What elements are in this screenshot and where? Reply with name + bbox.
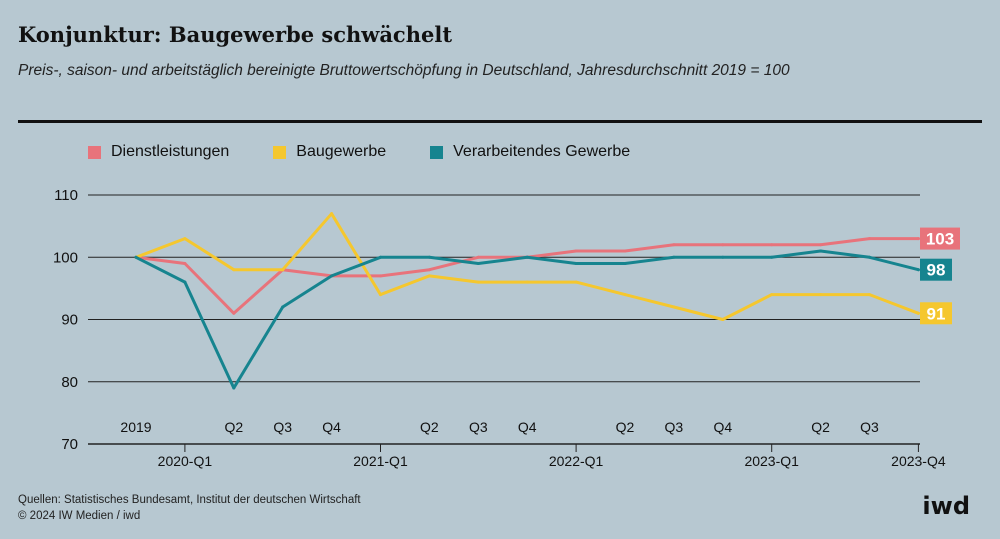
y-tick-label-80: 80 <box>61 374 78 391</box>
data-point-2-14 <box>819 249 823 253</box>
x-tick-label-upper-7: Q3 <box>469 419 488 435</box>
x-tick-label-upper-3: Q3 <box>273 419 292 435</box>
data-point-1-14 <box>819 293 823 297</box>
data-point-2-5 <box>379 255 382 259</box>
data-point-1-6 <box>427 274 431 278</box>
data-point-1-15 <box>868 293 871 297</box>
x-tick-label-upper-0: 2019 <box>120 419 151 435</box>
legend-label-baugewerbe: Baugewerbe <box>296 143 387 160</box>
data-point-2-6 <box>427 255 431 259</box>
x-tick-label-upper-14: Q2 <box>811 419 830 435</box>
data-point-2-16 <box>916 268 920 272</box>
legend-label-verarbeitendes-gewerbe: Verarbeitendes Gewerbe <box>453 143 631 160</box>
x-tick-label-upper-8: Q4 <box>518 419 537 435</box>
legend-swatch-dienstleistungen <box>88 145 101 159</box>
series-line-1 <box>134 212 920 321</box>
data-point-1-7 <box>476 280 480 284</box>
data-point-2-9 <box>574 261 578 265</box>
legend-item-verarbeitendes-gewerbe: Verarbeitendes Gewerbe <box>430 143 630 161</box>
end-label-box-2 <box>920 258 952 281</box>
data-point-1-8 <box>525 280 529 284</box>
end-label-box-1 <box>920 302 952 325</box>
data-point-2-13 <box>770 255 774 259</box>
data-point-2-15 <box>868 255 871 259</box>
x-tick-label-lower-9: 2022-Q1 <box>549 453 604 469</box>
data-point-2-7 <box>476 261 480 265</box>
data-point-0-1 <box>183 261 187 265</box>
data-point-0-6 <box>427 268 431 272</box>
end-label-box-0 <box>920 227 960 250</box>
y-tick-label-70: 70 <box>61 436 78 453</box>
footer-copyright: © 2024 IW Medien / iwd <box>18 510 141 522</box>
x-tick-label-lower-5: 2021-Q1 <box>353 453 408 469</box>
data-point-0-12 <box>721 243 725 247</box>
title-divider <box>18 120 982 123</box>
data-point-1-13 <box>770 293 774 297</box>
y-tick-label-100: 100 <box>53 249 78 266</box>
x-tick-label-upper-6: Q2 <box>420 419 439 435</box>
chart-title: Konjunktur: Baugewerbe schwächelt <box>18 22 453 47</box>
x-tick-label-upper-2: Q2 <box>224 419 243 435</box>
data-point-2-8 <box>525 255 529 259</box>
x-tick-label-upper-10: Q2 <box>616 419 635 435</box>
data-point-1-9 <box>574 280 578 284</box>
legend-swatch-baugewerbe <box>273 145 287 159</box>
footer-sources: Quellen: Statistisches Bundesamt, Instit… <box>18 494 361 506</box>
data-point-0-2 <box>232 311 236 315</box>
x-tick-label-lower-1: 2020-Q1 <box>158 453 213 469</box>
data-point-2-1 <box>183 280 187 284</box>
data-point-1-12 <box>721 318 725 321</box>
data-point-1-3 <box>281 268 285 272</box>
data-point-0-16 <box>916 237 920 241</box>
x-tick-label-lower-13: 2023-Q1 <box>744 453 799 469</box>
data-point-0-13 <box>770 243 774 247</box>
chart-subtitle: Preis-, saison- und arbeitstäglich berei… <box>18 62 790 79</box>
end-label-2: 98 <box>927 261 946 280</box>
legend: Dienstleistungen Baugewerbe Verarbeitend… <box>88 143 630 161</box>
data-point-0-10 <box>623 249 627 253</box>
legend-item-dienstleistungen: Dienstleistungen <box>88 143 229 161</box>
series-line-0 <box>134 237 920 315</box>
data-point-1-4 <box>330 212 334 216</box>
x-tick-label-upper-15: Q3 <box>860 419 879 435</box>
end-label-1: 91 <box>927 304 946 323</box>
data-point-2-2 <box>232 386 236 390</box>
legend-swatch-verarbeitendes-gewerbe <box>430 145 444 159</box>
data-point-1-11 <box>672 305 676 309</box>
footer: Quellen: Statistisches Bundesamt, Instit… <box>18 492 361 524</box>
x-tick-label-upper-12: Q4 <box>713 419 732 435</box>
data-point-0-5 <box>379 274 382 278</box>
data-point-1-10 <box>623 293 627 297</box>
x-tick-label-upper-11: Q3 <box>665 419 684 435</box>
legend-item-baugewerbe: Baugewerbe <box>273 143 386 161</box>
y-tick-label-110: 110 <box>54 187 78 204</box>
data-point-2-3 <box>281 305 285 309</box>
data-point-2-10 <box>623 261 627 265</box>
legend-label-dienstleistungen: Dienstleistungen <box>111 143 230 160</box>
data-point-1-16 <box>916 311 920 315</box>
data-point-1-5 <box>379 293 382 297</box>
data-point-0-9 <box>574 249 578 253</box>
data-point-2-11 <box>672 255 676 259</box>
data-point-0-11 <box>672 243 676 247</box>
x-tick-label-upper-4: Q4 <box>322 419 341 435</box>
data-point-2-0 <box>134 255 138 259</box>
data-point-1-2 <box>232 268 236 272</box>
iwd-logo: iwd <box>922 492 970 520</box>
data-point-0-15 <box>868 237 871 241</box>
y-tick-label-90: 90 <box>61 312 78 329</box>
data-point-0-14 <box>819 243 823 247</box>
data-point-1-1 <box>183 237 187 241</box>
data-point-2-4 <box>330 274 334 278</box>
x-tick-label-lower-16: 2023-Q4 <box>891 453 946 469</box>
end-label-0: 103 <box>926 230 954 249</box>
data-point-0-7 <box>476 255 480 259</box>
data-point-2-12 <box>721 255 725 259</box>
